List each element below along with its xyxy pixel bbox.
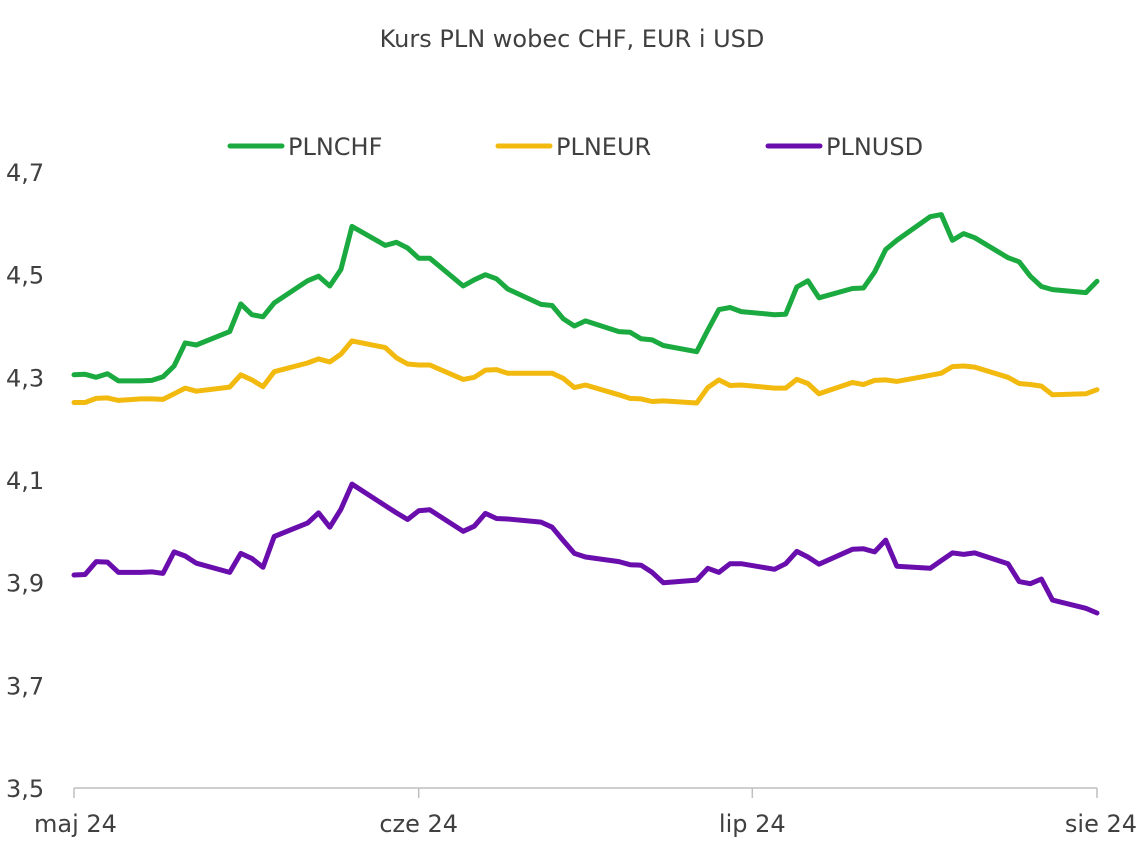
legend-label-plneur: PLNEUR (556, 133, 651, 161)
chart-title: Kurs PLN wobec CHF, EUR i USD (380, 25, 765, 53)
x-tick-label: maj 24 (34, 810, 117, 838)
series-line-plneur (71, 338, 1100, 406)
y-axis-tick-labels: 3,5 3,7 3,9 4,1 4,3 4,5 4,7 (6, 159, 44, 803)
x-tick-label: sie 24 (1065, 810, 1137, 838)
y-tick-label: 4,7 (6, 159, 44, 187)
y-tick-label: 3,7 (6, 672, 44, 700)
y-tick-label: 3,5 (6, 775, 44, 803)
series-line-plnusd (71, 481, 1100, 616)
legend: PLNCHF PLNEUR PLNUSD (227, 133, 923, 161)
y-tick-label: 4,3 (6, 364, 44, 392)
y-tick-label: 4,1 (6, 467, 44, 495)
y-tick-label: 4,5 (6, 262, 44, 290)
x-tick-label: lip 24 (719, 810, 786, 838)
x-axis-ticks: maj 24 cze 24 lip 24 sie 24 (34, 788, 1137, 838)
y-tick-label: 3,9 (6, 570, 44, 598)
series-lines (71, 212, 1100, 616)
legend-label-plnchf: PLNCHF (288, 133, 382, 161)
legend-label-plnusd: PLNUSD (826, 133, 923, 161)
series-line-plnchf (71, 212, 1100, 384)
x-tick-label: cze 24 (379, 810, 458, 838)
